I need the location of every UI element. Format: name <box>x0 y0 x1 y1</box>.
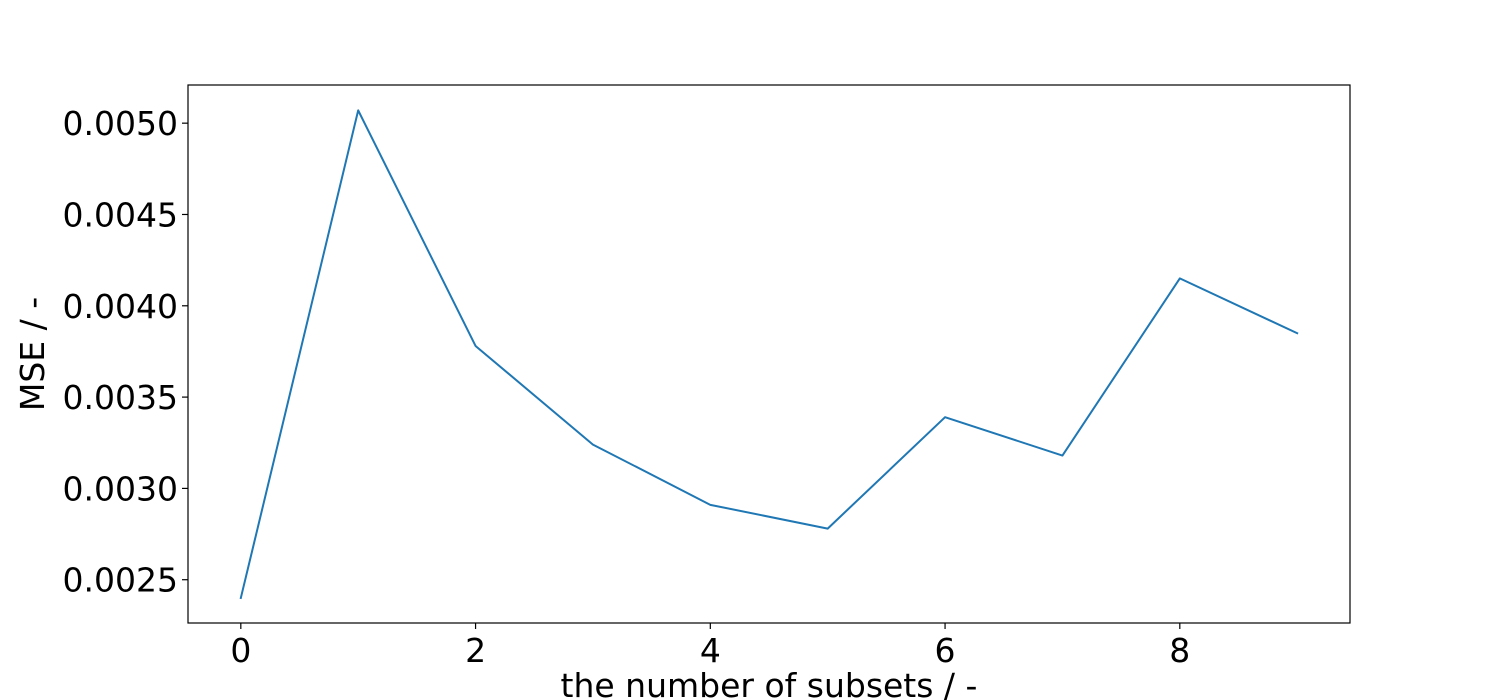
y-tick-label: 0.0040 <box>63 287 178 326</box>
y-axis-ticks: 0.0025 0.0030 0.0035 0.0040 0.0045 0.0050 <box>63 104 188 600</box>
x-tick-label: 4 <box>700 631 721 670</box>
plot-area-frame <box>187 84 1351 624</box>
x-tick-label: 8 <box>1169 631 1190 670</box>
y-tick-label: 0.0030 <box>63 469 178 508</box>
x-tick-label: 6 <box>935 631 956 670</box>
series-line <box>239 109 1299 600</box>
y-tick-label: 0.0035 <box>63 378 178 417</box>
series-layer <box>239 109 1299 600</box>
x-tick-label: 2 <box>465 631 486 670</box>
x-axis-ticks: 0 2 4 6 8 <box>230 623 1190 670</box>
y-tick-label: 0.0050 <box>63 104 178 143</box>
x-tick-label: 0 <box>230 631 251 670</box>
x-axis-title: the number of subsets / - <box>561 666 978 700</box>
y-tick-label: 0.0045 <box>63 195 178 234</box>
y-axis-title: MSE / - <box>13 297 52 411</box>
y-tick-label: 0.0025 <box>63 561 178 600</box>
